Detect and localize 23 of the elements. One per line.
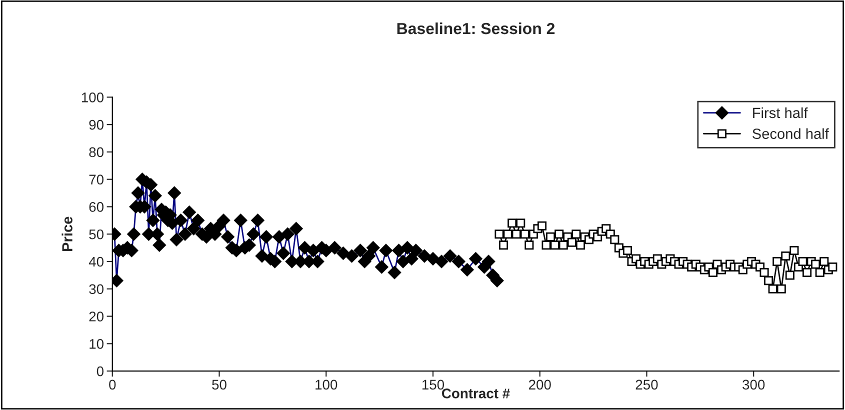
x-axis-title: Contract #	[442, 388, 510, 398]
x-tick-label: 300	[742, 380, 765, 390]
y-axis-title: Price	[62, 216, 72, 251]
x-tick-label: 200	[528, 380, 551, 390]
y-tick-label: 50	[89, 229, 104, 240]
y-tick-label: 20	[89, 312, 104, 322]
y-tick-label: 10	[90, 338, 104, 349]
legend-label: First half	[753, 107, 808, 118]
x-tick-label: 250	[636, 380, 658, 390]
x-tick-label: 150	[422, 380, 444, 390]
x-tick-label: 50	[212, 380, 226, 390]
legend-label: Second half	[752, 128, 829, 139]
y-tick-label: 40	[88, 256, 104, 267]
y-tick-label: 30	[89, 284, 104, 294]
y-tick-label: 0	[96, 366, 104, 376]
chart-title: Baseline1: Session 2	[397, 22, 555, 34]
y-tick-label: 60	[89, 202, 104, 212]
y-tick-label: 90	[89, 120, 104, 130]
x-tick-label: 0	[109, 380, 116, 390]
y-tick-label: 70	[89, 174, 104, 185]
x-tick-label: 100	[316, 380, 338, 390]
y-tick-label: 100	[82, 92, 104, 102]
y-tick-label: 80	[89, 147, 104, 158]
